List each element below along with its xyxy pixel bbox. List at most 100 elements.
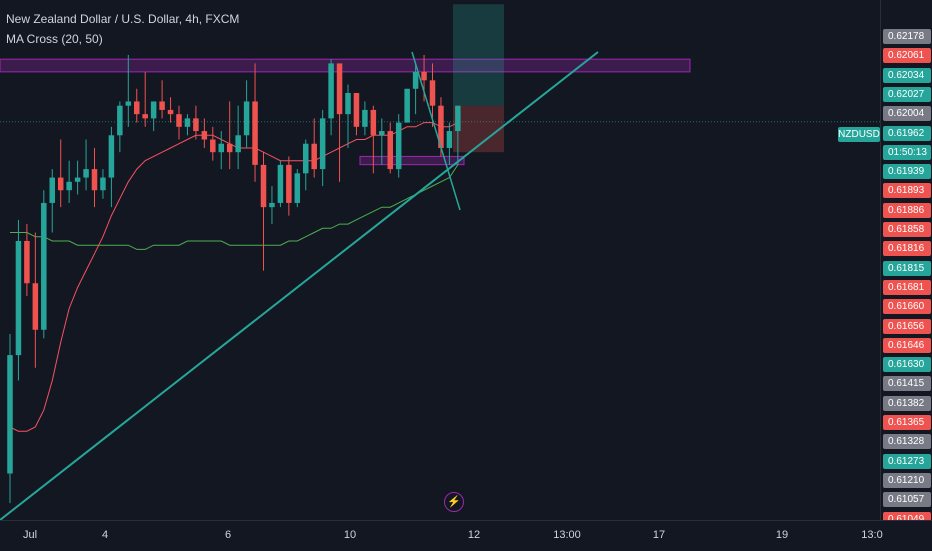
trend-line [0, 51, 599, 520]
candle-body [91, 169, 98, 191]
price-axis-label: 0.61681 [883, 279, 931, 295]
candle-body [117, 105, 123, 136]
price-axis-label: 0.61962 [883, 125, 931, 141]
price-axis-label: 0.61415 [883, 376, 931, 392]
candle-body [303, 143, 309, 174]
candle-body [294, 173, 301, 203]
candle-body [201, 131, 208, 140]
candle-body [32, 283, 39, 330]
candle-body [176, 114, 182, 127]
candle-body [41, 202, 47, 330]
candle-body [15, 240, 22, 356]
projection-line [411, 51, 461, 211]
candle-body [125, 101, 132, 106]
time-axis-label: 19 [775, 529, 789, 541]
price-axis-label: 0.61382 [883, 395, 931, 411]
price-axis-label: 0.61328 [883, 434, 931, 450]
price-axis[interactable]: 0.62178 0.62061 0.62034 0.62027 0.62004 0.619… [880, 0, 932, 527]
chart-area[interactable]: New Zealand Dollar / U.S. Dollar, 4h, FX… [0, 0, 880, 520]
candle-body [311, 143, 317, 170]
candle-body [134, 101, 140, 115]
candle-body [226, 143, 233, 153]
time-axis-label: 10 [343, 529, 357, 541]
indicator-label[interactable]: MA Cross (20, 50) [6, 32, 103, 46]
price-chart[interactable] [0, 0, 880, 520]
price-axis-label: 0.61893 [883, 183, 931, 199]
candle-body [328, 63, 334, 119]
candle-body [421, 71, 427, 81]
candle-body [193, 118, 199, 132]
candle-body [379, 131, 385, 136]
price-axis-label: 0.61630 [883, 357, 931, 373]
time-axis-label: 17 [652, 529, 666, 541]
candle-body [159, 101, 165, 110]
candle-body [57, 177, 64, 191]
time-axis-label: 13:0 [861, 529, 883, 541]
price-axis-label: 0.62027 [883, 86, 931, 102]
candle-body [184, 118, 191, 127]
time-axis[interactable]: Jul 4 6 10 12 13:00 17 19 13:0 [0, 520, 932, 551]
candle-body [100, 177, 106, 191]
candle-body [395, 122, 402, 170]
symbol-price-tag: NZDUSD [838, 127, 880, 142]
price-axis-label: 0.62061 [883, 48, 931, 64]
candle-body [353, 93, 360, 127]
candle-body [83, 169, 89, 178]
candle-body [150, 101, 157, 119]
chart-title: New Zealand Dollar / U.S. Dollar, 4h, FX… [6, 12, 240, 26]
price-axis-label: 0.61939 [883, 164, 931, 180]
price-axis-label: 0.61656 [883, 318, 931, 334]
candle-body [269, 202, 275, 208]
time-axis-label: 4 [101, 529, 109, 541]
candle-body [108, 135, 115, 178]
candle-body [24, 240, 30, 284]
candle-body [235, 135, 241, 153]
candle-body [142, 114, 148, 119]
candle-body [7, 355, 13, 474]
support-zone [359, 155, 465, 166]
candle-body [277, 164, 284, 203]
candle-body [429, 80, 436, 106]
price-axis-label: 0.61886 [883, 202, 931, 218]
ma20-line [9, 122, 459, 432]
ma50-line [10, 164, 459, 250]
candle-body [404, 88, 410, 123]
price-axis-label: 0.61816 [883, 241, 931, 257]
candle-body [345, 93, 351, 115]
price-axis-label: 0.62004 [883, 106, 931, 122]
candle-body [319, 118, 326, 170]
time-axis-label: Jul [22, 529, 38, 541]
price-axis-label: 0.62178 [883, 29, 931, 44]
candle-body [218, 143, 224, 153]
lightning-icon[interactable]: ⚡ [444, 492, 464, 512]
time-axis-label: 6 [224, 529, 232, 541]
candle-body [286, 164, 292, 203]
price-axis-label: 0.61273 [883, 453, 931, 469]
candle-body [370, 109, 377, 136]
candle-body [412, 71, 419, 89]
candle-body [243, 101, 250, 136]
target-zone [453, 4, 504, 106]
price-axis-label: 0.61815 [883, 260, 931, 276]
candle-body [362, 109, 368, 127]
candle-body [167, 109, 174, 115]
candle-body [260, 164, 267, 208]
candle-body [455, 105, 461, 132]
price-axis-label: 0.61210 [883, 472, 931, 488]
time-axis-label: 13:00 [553, 529, 581, 541]
candle-body [49, 177, 55, 203]
candle-body [446, 131, 453, 148]
time-axis-label: 12 [467, 529, 481, 541]
price-axis-label: 0.61057 [883, 492, 931, 508]
candle-body [387, 131, 393, 170]
candle-body [336, 63, 343, 115]
price-axis-label: 0.61365 [883, 415, 931, 430]
candle-body [66, 181, 72, 191]
candle-body [210, 139, 216, 153]
price-axis-label: 0.61646 [883, 337, 931, 353]
price-axis-label: 0.61858 [883, 222, 931, 237]
price-axis-label: 0.62034 [883, 67, 931, 83]
price-axis-label: 0.61660 [883, 299, 931, 315]
resistance-zone [0, 58, 691, 73]
candle-body [74, 177, 81, 182]
